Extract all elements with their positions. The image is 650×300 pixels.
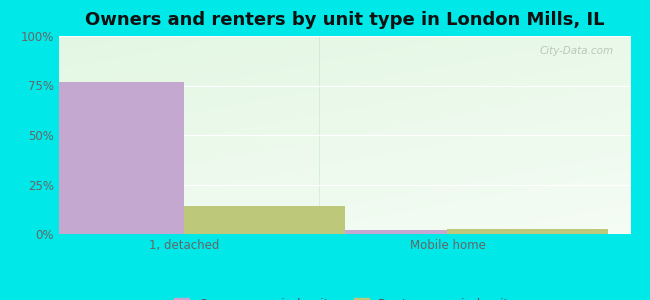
Text: City-Data.com: City-Data.com	[540, 46, 614, 56]
Legend: Owner occupied units, Renter occupied units: Owner occupied units, Renter occupied un…	[174, 298, 515, 300]
Bar	[185, 206, 344, 234]
Bar	[24, 82, 185, 234]
Bar	[447, 229, 608, 234]
Bar	[287, 230, 447, 234]
Title: Owners and renters by unit type in London Mills, IL: Owners and renters by unit type in Londo…	[84, 11, 604, 29]
